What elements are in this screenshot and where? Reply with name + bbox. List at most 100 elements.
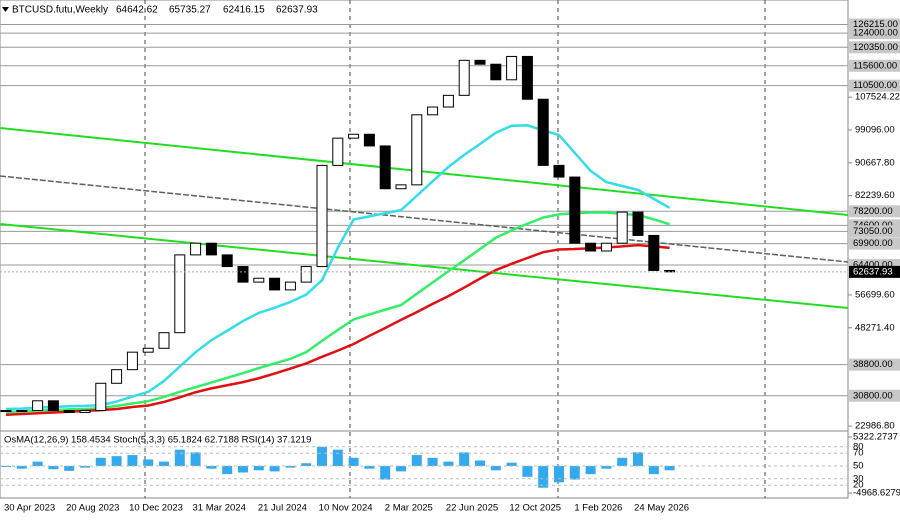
osma-bar (238, 465, 248, 473)
candle (316, 164, 328, 268)
x-tick-label: 2 Mar 2025 (385, 503, 433, 514)
osma-bar (601, 465, 612, 469)
candle (458, 59, 470, 96)
ohlc-open: 64642.62 (116, 5, 158, 16)
candle (284, 281, 296, 291)
candle (95, 382, 107, 412)
osma-bar (127, 455, 138, 466)
level-label-box (849, 358, 900, 371)
candle (300, 266, 312, 283)
osma-bar (16, 465, 27, 469)
candle (158, 332, 170, 349)
osma-bar (506, 462, 517, 466)
level-label: 126215.00 (853, 19, 898, 30)
osma-bar (32, 461, 43, 466)
collapse-icon[interactable] (2, 7, 9, 12)
ohlc-high: 65735.27 (169, 5, 211, 16)
osma-bar (664, 465, 675, 471)
osma-bar (332, 449, 343, 466)
indicator-title: OsMA(12,26,9) 158.4534 Stoch(5,3,3) 65.1… (4, 435, 311, 446)
osma-bar (538, 465, 549, 488)
osma-bar (569, 465, 580, 480)
level-label: 30800.00 (853, 390, 893, 401)
level-label: 69900.00 (853, 238, 893, 249)
candle (569, 176, 581, 244)
level-label: 120350.00 (853, 42, 898, 53)
candle (63, 410, 75, 413)
level-label: 110500.00 (853, 80, 897, 91)
candle (379, 145, 391, 190)
candle (411, 114, 423, 186)
osma-bar (585, 465, 596, 475)
osma-bar (633, 452, 643, 466)
level-label-box (849, 59, 900, 72)
candle (648, 234, 660, 271)
osma-bar (174, 449, 185, 466)
ohlc-close: 62637.93 (276, 5, 318, 16)
x-tick-label: 10 Dec 2023 (129, 503, 183, 514)
level-label: 78200.00 (853, 206, 893, 217)
osma-bar (253, 465, 264, 471)
level-label-box (849, 389, 900, 402)
indicator-y2-label: 70 (853, 448, 864, 459)
osma-bar (143, 459, 154, 466)
candle (632, 211, 644, 236)
candle (442, 94, 454, 108)
osma-bar (396, 465, 406, 472)
level-label-box (849, 237, 900, 250)
osma-bar (48, 465, 59, 470)
candle (32, 400, 44, 412)
osma-bar (159, 461, 169, 466)
osma-bar (380, 465, 391, 480)
current-price-box (849, 265, 900, 278)
x-tick-label: 22 Jun 2025 (446, 503, 498, 514)
candle (237, 266, 249, 283)
mid-channel-line (0, 175, 849, 263)
x-tick-label: 12 Oct 2025 (509, 503, 561, 514)
x-tick-label: 20 Aug 2023 (66, 503, 119, 514)
y-tick-label: 107524.22 (855, 92, 900, 103)
level-label: 38800.00 (853, 359, 893, 370)
osma-bar (222, 465, 233, 475)
indicator-y2-label: 20 (853, 480, 864, 491)
candle (111, 369, 123, 384)
osma-bar (459, 452, 470, 466)
symbol: BTCUSD.futu,Weekly (12, 5, 108, 16)
osma-bar (617, 457, 628, 466)
x-tick-label: 30 Apr 2023 (4, 503, 55, 514)
osma-bar (64, 465, 75, 471)
osma-bar (95, 457, 106, 466)
moving-average (5, 124, 671, 411)
candle (427, 106, 439, 116)
x-tick-label: 10 Nov 2024 (319, 503, 373, 514)
candle (553, 164, 565, 178)
candle (205, 242, 217, 256)
osma-bar (80, 465, 90, 468)
y-tick-label: 56699.60 (855, 289, 895, 300)
osma-bar (206, 465, 217, 469)
candle (363, 133, 375, 147)
level-label: 73050.00 (853, 226, 893, 237)
candle (253, 277, 265, 283)
osma-bar (301, 463, 312, 466)
indicator-tick-label: -4968.6279 (853, 488, 900, 499)
candle (16, 410, 28, 413)
level-label: 64400.00 (853, 260, 893, 271)
candle (474, 59, 486, 65)
level-label: 124000.00 (853, 28, 898, 39)
candle (332, 137, 344, 166)
candle (616, 211, 628, 244)
channel-lines (0, 127, 849, 309)
candle (348, 133, 360, 139)
x-tick-label: 21 Jul 2024 (258, 503, 307, 514)
y-tick-label: 90667.80 (855, 157, 895, 168)
osma-bar (411, 455, 422, 466)
level-label-box (849, 27, 900, 40)
candle (490, 63, 502, 81)
candle (269, 277, 281, 291)
moving-average (5, 211, 670, 414)
level-label-box (849, 205, 900, 218)
x-tick-label: 31 Mar 2024 (193, 503, 246, 514)
candle (126, 351, 138, 371)
